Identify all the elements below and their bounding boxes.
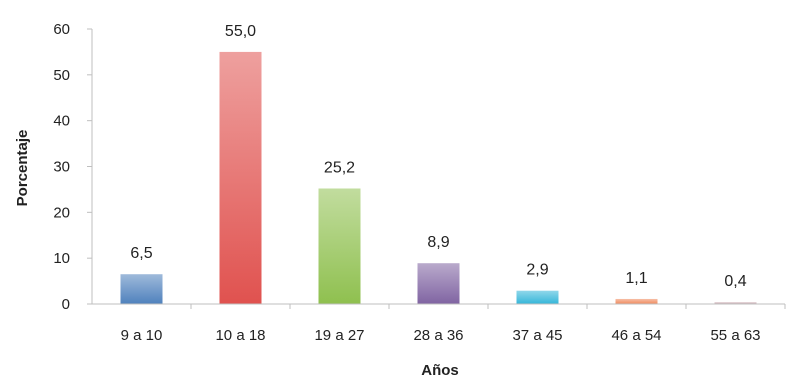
y-axis: 0 10 20 30 40 50 60 xyxy=(53,21,92,313)
y-tick-label: 0 xyxy=(62,296,70,313)
bar xyxy=(516,290,559,304)
bar xyxy=(615,298,658,304)
data-label: 25,2 xyxy=(324,160,355,177)
bar xyxy=(714,302,757,304)
data-label: 0,4 xyxy=(724,273,746,290)
x-tick-label: 28 a 36 xyxy=(413,327,463,344)
y-tick-label: 50 xyxy=(53,67,70,84)
data-label: 2,9 xyxy=(526,262,548,279)
bar-series xyxy=(120,51,757,304)
x-tick-label: 37 a 45 xyxy=(512,327,562,344)
y-tick-label: 60 xyxy=(53,21,70,38)
x-tick-label: 46 a 54 xyxy=(611,327,661,344)
bar xyxy=(120,274,163,304)
data-label: 8,9 xyxy=(427,234,449,251)
bar xyxy=(219,51,262,304)
data-label: 6,5 xyxy=(130,245,152,262)
x-tick-label: 55 a 63 xyxy=(710,327,760,344)
bar xyxy=(417,263,460,304)
x-axis-title: Años xyxy=(421,362,459,379)
data-label: 55,0 xyxy=(225,23,256,40)
y-tick-label: 30 xyxy=(53,159,70,176)
x-tick-label: 10 a 18 xyxy=(215,327,265,344)
x-tick-label: 19 a 27 xyxy=(314,327,364,344)
y-tick-label: 10 xyxy=(53,250,70,267)
y-tick-label: 20 xyxy=(53,204,70,221)
data-labels: 6,5 55,0 25,2 8,9 2,9 1,1 0,4 xyxy=(130,23,746,290)
x-tick-label: 9 a 10 xyxy=(121,327,163,344)
bar xyxy=(318,188,361,304)
y-tick-label: 40 xyxy=(53,113,70,130)
y-axis-title: Porcentaje xyxy=(14,130,31,207)
x-axis: 9 a 10 10 a 18 19 a 27 28 a 36 37 a 45 46 a 5… xyxy=(121,304,786,344)
data-label: 1,1 xyxy=(625,270,647,287)
